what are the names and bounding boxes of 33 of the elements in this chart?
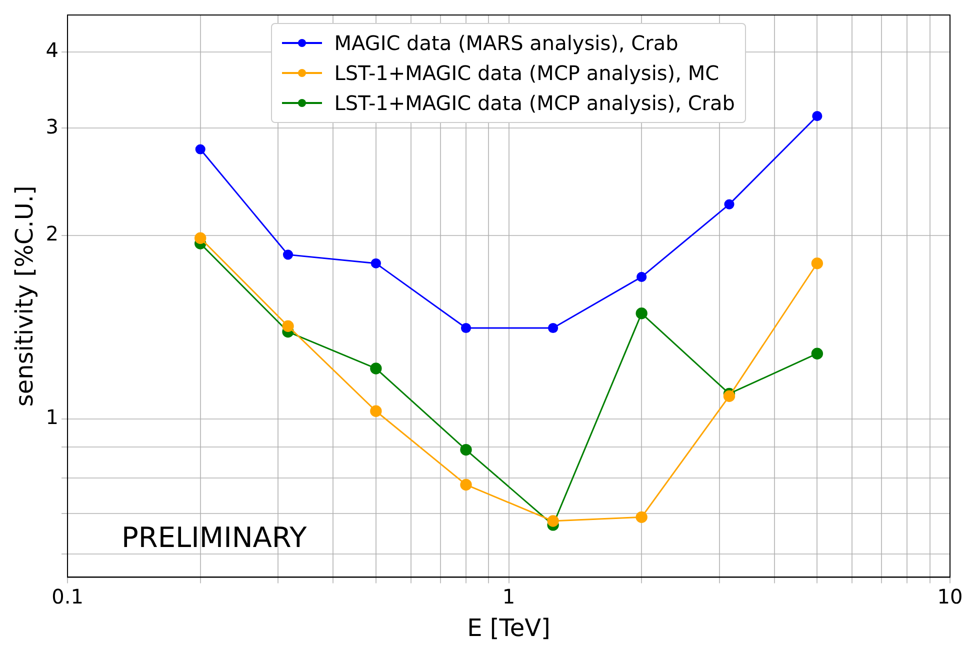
legend-label: LST-1+MAGIC data (MCP analysis), Crab (334, 91, 735, 115)
point (282, 320, 294, 332)
point (370, 258, 381, 268)
point (460, 444, 472, 456)
point (636, 308, 648, 320)
x-tick-label: 0.1 (52, 584, 84, 608)
point (724, 199, 734, 210)
x-tick-label: 1 (502, 584, 516, 608)
y-tick-label: 3 (46, 114, 59, 138)
point (460, 322, 472, 334)
point (194, 232, 206, 244)
point (282, 250, 294, 260)
point (811, 348, 824, 360)
x-tick-label: 10 (937, 584, 963, 608)
annotation: PRELIMINARY (122, 521, 308, 554)
point (636, 511, 648, 524)
legend-label: LST-1+MAGIC data (MCP analysis), MC (334, 61, 720, 85)
point (723, 390, 736, 402)
y-tick-label: 1 (46, 405, 59, 430)
y-axis-title: sensitivity [%C.U.] (10, 186, 39, 407)
y-tick-label: 2 (46, 222, 59, 246)
legend-label: MAGIC data (MARS analysis), Crab (334, 31, 678, 55)
point (812, 111, 822, 122)
point (370, 405, 382, 417)
x-axis-title: E [TeV] (467, 614, 550, 642)
point (195, 144, 206, 154)
point (370, 362, 382, 374)
point (547, 515, 559, 527)
y-tick-label: 4 (46, 38, 59, 62)
point (636, 272, 647, 282)
point (460, 478, 472, 491)
point (811, 258, 824, 270)
point (548, 322, 558, 334)
